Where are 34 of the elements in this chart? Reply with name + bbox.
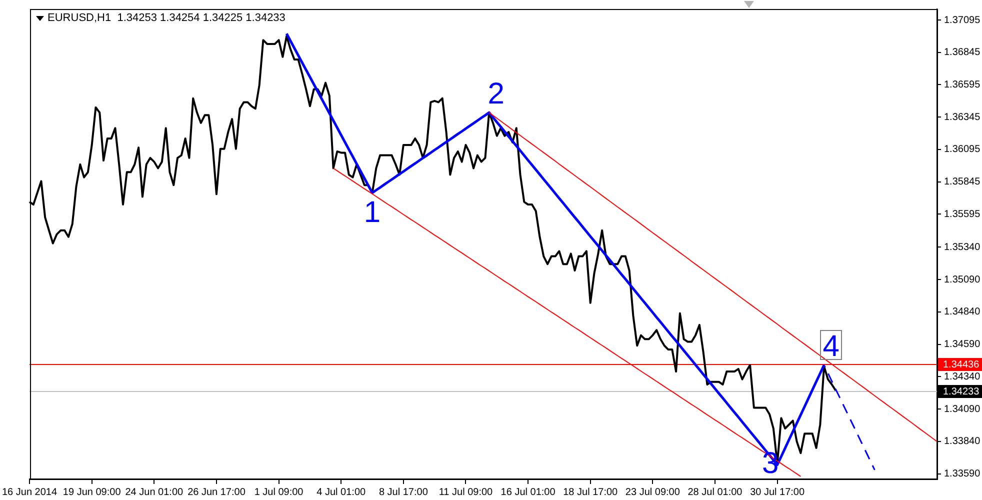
y-tick-label: 1.34090 xyxy=(944,404,981,415)
x-tick-label: 8 Jul 17:00 xyxy=(378,486,428,498)
x-tick-label: 16 Jul 01:00 xyxy=(500,486,556,498)
annotation: 4 xyxy=(822,330,840,364)
y-tick-label: 1.34840 xyxy=(944,306,981,318)
y-tick-label: 1.36095 xyxy=(944,144,981,156)
x-tick-label: 4 Jul 01:00 xyxy=(316,486,366,498)
x-tick-label: 30 Jul 17:00 xyxy=(750,486,805,498)
annotation: 1 xyxy=(364,196,381,230)
x-tick-label: 23 Jul 09:00 xyxy=(625,486,680,498)
x-tick-label: 1 Jul 09:00 xyxy=(254,486,304,498)
y-tick-label: 1.34590 xyxy=(944,339,981,350)
chart-title: EURUSD,H1 1.34253 1.34254 1.34225 1.34233 xyxy=(48,12,286,24)
x-tick-label: 11 Jul 09:00 xyxy=(438,486,494,498)
x-tick-label: 28 Jul 01:00 xyxy=(688,486,743,498)
y-tick-label: 1.36345 xyxy=(944,112,981,123)
y-tick-label: 1.34340 xyxy=(944,371,981,382)
y-tick-label: 1.36845 xyxy=(944,47,981,58)
x-tick-label: 16 Jun 2014 xyxy=(2,486,58,498)
y-tick-label: 1.35090 xyxy=(944,274,981,286)
y-tick-label: 1.35845 xyxy=(944,176,981,188)
y-tick-label: 1.37095 xyxy=(944,14,981,26)
y-tick-label: 1.36595 xyxy=(944,79,981,90)
x-tick-label: 18 Jul 17:00 xyxy=(563,486,618,498)
y-tick-label: 1.35595 xyxy=(944,208,981,220)
y-tick-label: 1.33840 xyxy=(944,436,981,448)
y-tick-label: 1.35340 xyxy=(944,242,981,253)
ref-line-label: 1.34436 xyxy=(943,359,980,370)
x-tick-label: 24 Jun 01:00 xyxy=(125,486,184,498)
ref-line-label: 1.34233 xyxy=(943,386,980,398)
x-tick-label: 26 Jun 17:00 xyxy=(188,486,246,498)
x-tick-label: 19 Jun 09:00 xyxy=(62,486,122,498)
annotation: 2 xyxy=(488,78,504,111)
y-tick-label: 1.33590 xyxy=(944,468,981,480)
